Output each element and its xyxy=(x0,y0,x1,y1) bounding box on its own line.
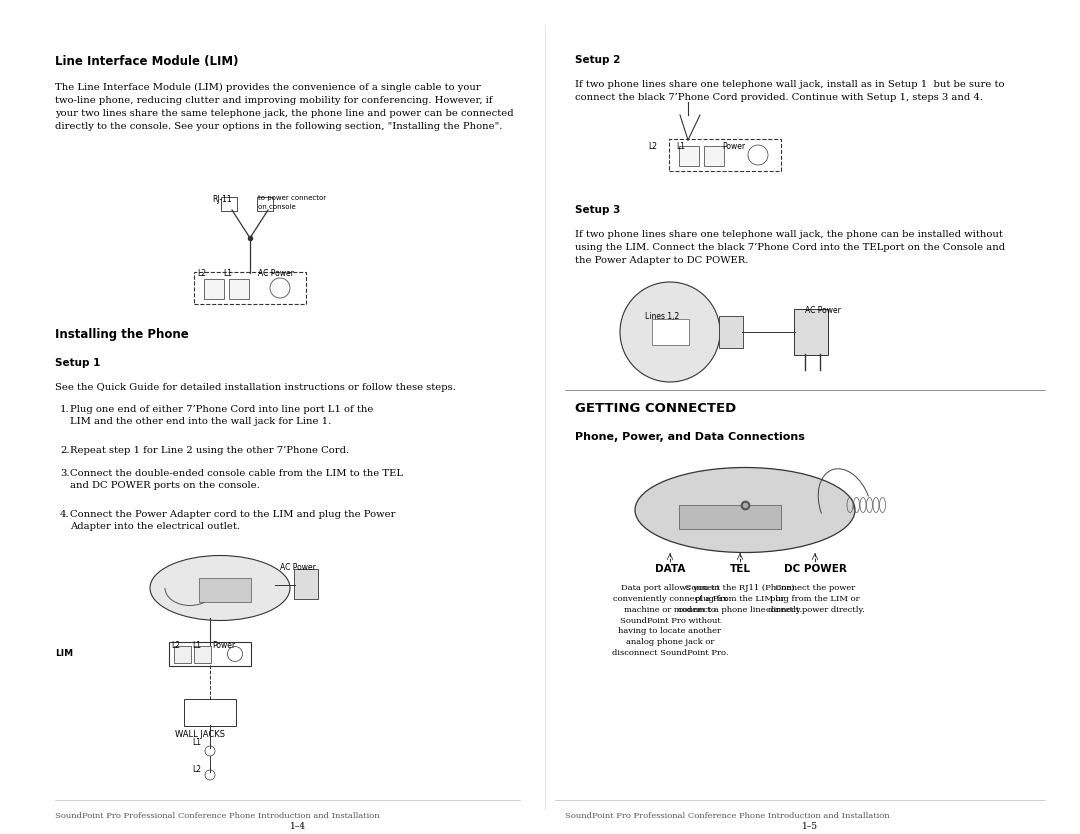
Text: L2: L2 xyxy=(197,269,206,278)
Circle shape xyxy=(205,770,215,780)
FancyBboxPatch shape xyxy=(194,272,306,304)
Text: 3.: 3. xyxy=(60,469,69,478)
Text: The Line Interface Module (LIM) provides the convenience of a single cable to yo: The Line Interface Module (LIM) provides… xyxy=(55,83,514,131)
Circle shape xyxy=(620,282,720,382)
FancyBboxPatch shape xyxy=(168,642,251,666)
Circle shape xyxy=(748,145,768,165)
Text: L2: L2 xyxy=(648,142,657,151)
Ellipse shape xyxy=(150,555,291,620)
FancyBboxPatch shape xyxy=(669,139,781,171)
Text: RJ-11: RJ-11 xyxy=(212,195,231,204)
Text: If two phone lines share one telephone wall jack, install as in Setup 1  but be : If two phone lines share one telephone w… xyxy=(575,80,1004,102)
FancyBboxPatch shape xyxy=(679,146,699,166)
Text: 2.: 2. xyxy=(60,446,69,455)
Text: Setup 1: Setup 1 xyxy=(55,358,100,368)
Text: LIM: LIM xyxy=(55,650,73,659)
Text: AC Power: AC Power xyxy=(280,563,315,572)
Text: 1–5: 1–5 xyxy=(802,822,818,831)
Text: Setup 2: Setup 2 xyxy=(575,55,620,65)
Text: Connect the Power Adapter cord to the LIM and plug the Power
Adapter into the el: Connect the Power Adapter cord to the LI… xyxy=(70,510,395,531)
FancyBboxPatch shape xyxy=(652,319,689,345)
Text: 1.: 1. xyxy=(60,405,69,414)
Text: on console: on console xyxy=(258,204,296,210)
Text: Data port allows you to
conveniently connect a Fax
machine or modem to
SoundPoin: Data port allows you to conveniently con… xyxy=(611,585,728,656)
Text: Connect the RJ11 (Phone)
plug from the LIM or
connect a phone line directly.: Connect the RJ11 (Phone) plug from the L… xyxy=(678,585,802,614)
FancyBboxPatch shape xyxy=(194,646,211,663)
Text: Line Interface Module (LIM): Line Interface Module (LIM) xyxy=(55,55,239,68)
FancyBboxPatch shape xyxy=(257,197,273,211)
Text: AC Power: AC Power xyxy=(258,269,294,278)
Text: TEL: TEL xyxy=(729,565,751,575)
Text: L2: L2 xyxy=(192,765,201,774)
Text: L1: L1 xyxy=(192,641,201,650)
FancyBboxPatch shape xyxy=(704,146,724,166)
FancyBboxPatch shape xyxy=(719,316,743,348)
Text: GETTING CONNECTED: GETTING CONNECTED xyxy=(575,402,737,415)
Text: Plug one end of either 7’Phone Cord into line port L1 of the
LIM and the other e: Plug one end of either 7’Phone Cord into… xyxy=(70,405,374,426)
Text: SoundPoint Pro Professional Conference Phone Introduction and Installation: SoundPoint Pro Professional Conference P… xyxy=(565,812,890,820)
Text: DC POWER: DC POWER xyxy=(784,565,847,575)
FancyBboxPatch shape xyxy=(184,699,237,726)
Text: SoundPoint Pro Professional Conference Phone Introduction and Installation: SoundPoint Pro Professional Conference P… xyxy=(55,812,380,820)
Text: Repeat step 1 for Line 2 using the other 7’Phone Cord.: Repeat step 1 for Line 2 using the other… xyxy=(70,446,349,455)
Text: Setup 3: Setup 3 xyxy=(575,205,620,215)
Text: Installing the Phone: Installing the Phone xyxy=(55,328,189,341)
Text: L2: L2 xyxy=(171,641,180,650)
FancyBboxPatch shape xyxy=(794,309,828,355)
FancyBboxPatch shape xyxy=(221,197,237,211)
Circle shape xyxy=(205,746,215,756)
Text: Lines 1,2: Lines 1,2 xyxy=(645,312,679,321)
Text: L1: L1 xyxy=(676,142,685,151)
Text: 1–4: 1–4 xyxy=(289,822,306,831)
FancyBboxPatch shape xyxy=(679,505,781,529)
Text: Connect the double-ended console cable from the LIM to the TEL
and DC POWER port: Connect the double-ended console cable f… xyxy=(70,469,403,490)
Circle shape xyxy=(270,278,291,298)
Text: Phone, Power, and Data Connections: Phone, Power, and Data Connections xyxy=(575,432,805,442)
Text: AC Power: AC Power xyxy=(805,306,841,315)
Text: to power connector: to power connector xyxy=(258,195,326,201)
Text: L1: L1 xyxy=(222,269,232,278)
Text: Power: Power xyxy=(723,142,745,151)
FancyBboxPatch shape xyxy=(229,279,249,299)
FancyBboxPatch shape xyxy=(174,646,191,663)
FancyBboxPatch shape xyxy=(204,279,224,299)
Text: L1: L1 xyxy=(192,738,201,747)
Text: See the Quick Guide for detailed installation instructions or follow these steps: See the Quick Guide for detailed install… xyxy=(55,383,456,392)
FancyBboxPatch shape xyxy=(199,578,251,602)
Text: DATA: DATA xyxy=(654,565,685,575)
FancyBboxPatch shape xyxy=(294,569,318,599)
Text: 4.: 4. xyxy=(60,510,69,519)
Text: WALL JACKS: WALL JACKS xyxy=(175,730,225,739)
Text: Connect the power
plug from the LIM or
connect power directly.: Connect the power plug from the LIM or c… xyxy=(766,585,864,614)
Text: Power: Power xyxy=(212,641,235,650)
Circle shape xyxy=(228,646,243,661)
Ellipse shape xyxy=(635,468,855,552)
Text: If two phone lines share one telephone wall jack, the phone can be installed wit: If two phone lines share one telephone w… xyxy=(575,230,1005,264)
